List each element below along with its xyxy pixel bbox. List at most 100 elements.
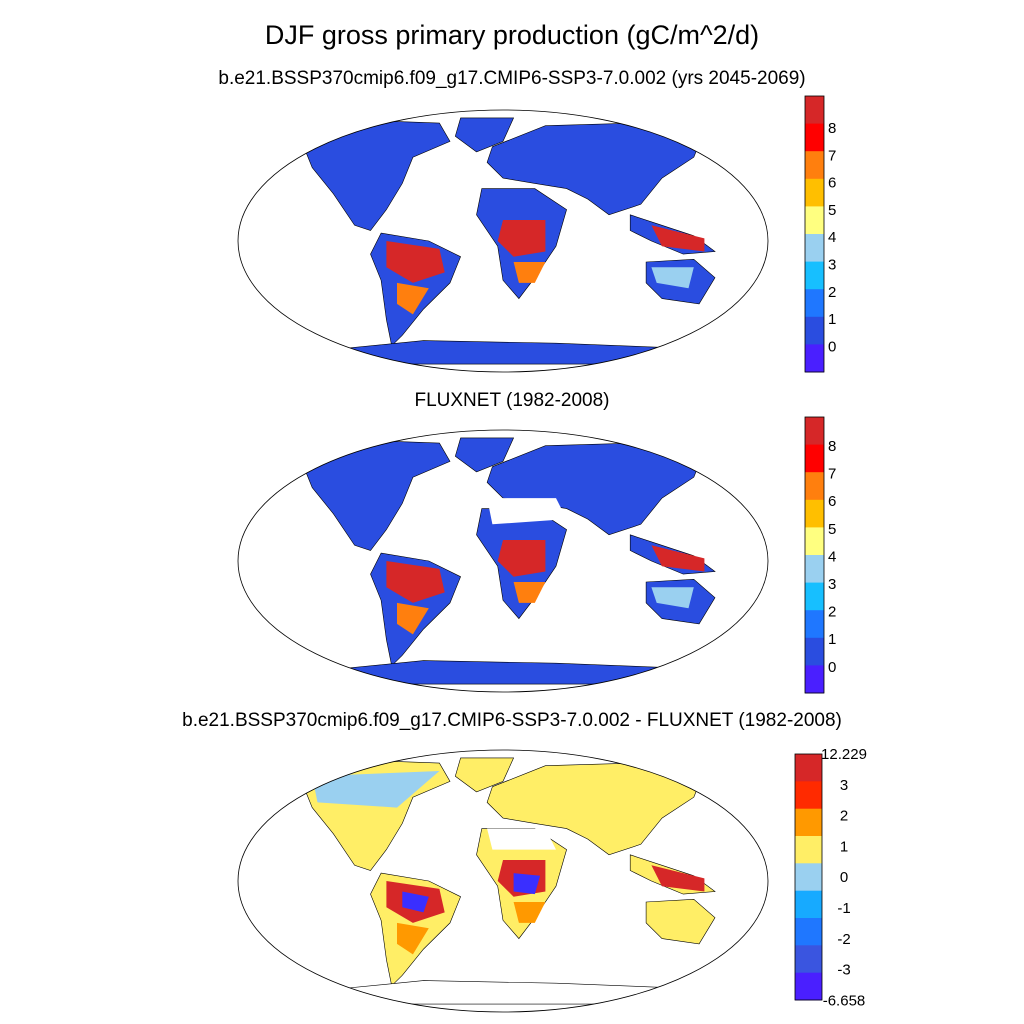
shade-south-america [397,282,429,315]
colorbar-3-swatch [795,890,822,919]
colorbar-2-tick-label: 0 [828,659,836,676]
tropics-indo [651,865,705,892]
map-land-layer-2 [300,437,717,685]
colorbar-2-frame [804,416,825,694]
colorbar-1-tick-label: 5 [828,202,836,219]
map-panel-1 [237,109,769,373]
colorbar-1-tick-label: 4 [828,229,836,246]
panel-1-title: b.e21.BSSP370cmip6.f09_g17.CMIP6-SSP3-7.… [218,68,806,89]
colorbar-2-tick-label: 1 [828,631,836,648]
colorbar-1-swatch [805,178,824,207]
colorbar-2-swatch [805,637,824,666]
colorbar-2-swatch [805,499,824,528]
colorbar-1-swatch [805,261,824,290]
colorbar-1-tick-label: 6 [828,175,836,192]
light-australia [651,267,694,289]
tropics-indo [651,545,705,572]
colorbar-2-swatch [805,417,824,446]
colorbar-3-swatch [795,945,822,974]
continent-northAmerica [301,120,451,231]
colorbar-3-swatch [795,836,822,864]
colorbar-2-swatch [805,444,824,473]
colorbar-3-tick-label: 1 [840,838,848,855]
colorbar-1-tick-label: 1 [828,311,836,328]
colorbar-1-swatch [805,123,824,152]
colorbar-2-swatch [805,582,824,611]
map-outline-3 [237,749,769,1013]
map-outline-2 [237,429,769,693]
missing-sahara [487,828,556,850]
neg-amazon [402,891,429,913]
colorbar-1-swatch [805,96,824,125]
colorbar-1-swatch [805,316,824,345]
light-north-america [312,771,440,808]
colorbar-3-swatch [795,754,822,782]
colorbar-3-tick-label: -3 [837,962,850,979]
continent-greenland [454,117,515,153]
colorbar-2-swatch [805,665,824,694]
tropics-congo [497,540,546,577]
figure-title: DJF gross primary production (gC/m^2/d) [264,20,760,50]
colorbar-1-tick-label: 3 [828,257,836,274]
colorbar-3-tick-label: -6.658 [823,992,866,1009]
shade-south-africa [513,262,546,283]
shade-south-america [397,922,429,955]
continent-australia [645,898,716,945]
colorbar-3-tick-label: -1 [837,900,850,917]
colorbar-1-swatch [805,234,824,263]
colorbar-2-swatch [805,555,824,584]
colorbar-1-frame [804,95,825,373]
map-panel-2 [237,429,769,693]
colorbar-2-tick-label: 3 [828,576,836,593]
colorbar-3-swatch [795,918,822,946]
continent-northAmerica [301,440,451,551]
colorbar-1-tick-label: 7 [828,147,836,164]
tropics-amazon [386,561,445,603]
colorbar-1-swatch [805,206,824,235]
panel-3-title: b.e21.BSSP370cmip6.f09_g17.CMIP6-SSP3-7.… [182,710,842,731]
shade-south-africa [513,902,546,923]
panel-2-title: FLUXNET (1982-2008) [414,390,610,411]
missing-sahara [487,498,567,525]
map-panel-3 [237,749,769,1013]
map-land-layer-3 [300,757,717,1005]
continent-greenland [454,437,515,473]
shade-south-africa [513,582,546,603]
colorbar-2-swatch [805,472,824,501]
continent-greenland [454,757,515,793]
colorbar-2-tick-label: 4 [828,548,836,565]
colorbar-3-tick-label: 0 [840,869,848,886]
colorbar-1-swatch [805,289,824,318]
tropics-indo [651,225,705,252]
colorbar-1: 8 7 6 5 4 3 2 1 0 [804,95,836,373]
map-land-layer-1 [300,117,717,365]
colorbar-3-swatch [795,808,822,837]
colorbar-2: 8 7 6 5 4 3 2 1 0 [804,416,836,694]
colorbar-1-tick-label: 0 [828,338,836,355]
colorbar-2-swatch [805,610,824,639]
colorbar-2-tick-label: 2 [828,604,836,621]
colorbar-2-tick-label: 6 [828,493,836,510]
colorbar-3-frame [794,753,823,1001]
colorbar-3-tick-label: -2 [837,931,850,948]
colorbar-3-swatch [795,781,822,810]
light-australia [651,587,694,609]
tropics-congo [497,220,546,257]
colorbar-3: 12.229 3 2 1 0 -1 -2 -3 -6.658 [794,746,867,1009]
colorbar-3-swatch [795,972,822,1001]
map-outline-1 [237,109,769,373]
colorbar-3-swatch [795,863,822,892]
colorbar-2-swatch [805,527,824,556]
colorbar-1-tick-label: 8 [828,120,836,137]
colorbar-3-tick-label: 12.229 [821,746,867,763]
colorbar-1-tick-label: 2 [828,284,836,301]
colorbar-2-tick-label: 8 [828,438,836,455]
colorbar-3-tick-label: 2 [840,808,848,825]
tropics-amazon [386,241,445,283]
shade-south-america [397,602,429,635]
colorbar-1-swatch [805,344,824,373]
colorbar-2-tick-label: 7 [828,466,836,483]
colorbar-1-swatch [805,151,824,180]
colorbar-3-tick-label: 3 [840,777,848,794]
